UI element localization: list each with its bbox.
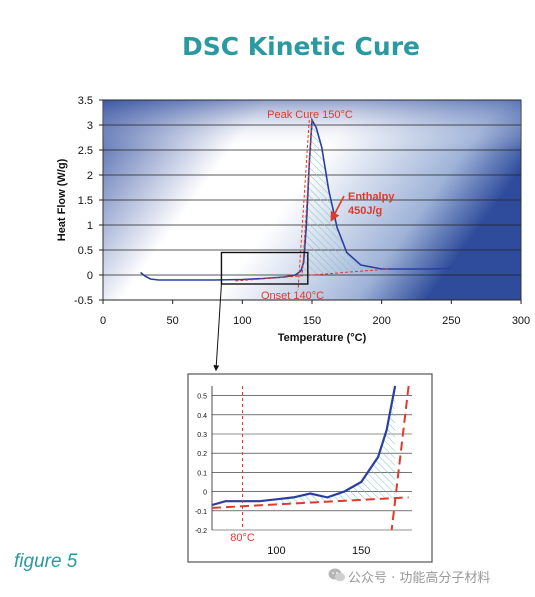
y-tick-label: 1.5 — [78, 195, 93, 207]
x-tick-label: 0 — [100, 315, 106, 327]
peak-drop-line — [301, 119, 313, 276]
y-tick-label: 0.5 — [78, 245, 93, 257]
inset-baseline-line — [211, 496, 409, 509]
y-tick-label: 2 — [87, 170, 93, 182]
x-tick-label: 300 — [512, 315, 530, 327]
enthalpy-label: Enthalpy — [348, 191, 395, 203]
zoom-pointer-arrow — [213, 283, 222, 372]
inset-y-tick-label: 0.4 — [197, 413, 207, 420]
zoom-region-box — [220, 251, 309, 285]
heat-flow-series-line — [140, 117, 452, 281]
inset-x-tick-label: 150 — [352, 545, 370, 557]
baseline-line — [235, 268, 389, 282]
x-tick-label: 50 — [167, 315, 179, 327]
peak-cure-label: Peak Cure 150°C — [267, 109, 353, 121]
inset-y-tick-label: 0.1 — [197, 470, 207, 477]
inset-enthalpy-hatch — [276, 386, 396, 505]
x-tick-label: 200 — [372, 315, 390, 327]
wechat-icon — [328, 568, 345, 582]
onset-label: Onset 140°C — [261, 290, 324, 302]
y-axis-label: Heat Flow (W/g) — [56, 158, 68, 241]
enthalpy-arrow — [330, 195, 345, 222]
y-tick-label: -0.5 — [74, 295, 93, 307]
inset-y-tick-label: 0.5 — [197, 394, 207, 401]
enthalpy-value-label: 450J/g — [348, 205, 382, 217]
main-plot-area: Peak Cure 150°C Enthalpy 450J/g Onset 140°C… — [56, 95, 530, 372]
enthalpy-hatch — [295, 120, 389, 275]
inset-tangent-line — [390, 385, 410, 531]
x-axis-label: Temperature (°C) — [278, 332, 367, 344]
x-tick-label: 150 — [303, 315, 321, 327]
x-tick-label: 250 — [442, 315, 460, 327]
inset-80c-label: 80°C — [230, 532, 255, 544]
x-tick-label: 100 — [233, 315, 251, 327]
y-tick-label: 0 — [87, 270, 93, 282]
inset-y-tick-label: 0.2 — [197, 451, 207, 458]
y-tick-label: 3.5 — [78, 95, 93, 107]
figure-caption: figure 5 — [14, 551, 78, 572]
inset-y-tick-label: 0 — [203, 490, 207, 497]
watermark-text: 公众号 · 功能高分子材料 — [348, 571, 491, 586]
inset-x-tick-label: 100 — [267, 545, 285, 557]
inset-frame — [187, 373, 433, 563]
page-title: DSC Kinetic Cure — [182, 32, 420, 61]
inset-y-tick-label: -0.1 — [195, 509, 207, 516]
inset-y-tick-label: 0.3 — [197, 432, 207, 439]
y-tick-label: 2.5 — [78, 145, 93, 157]
inset-y-tick-label: -0.2 — [195, 528, 207, 535]
y-tick-label: 3 — [87, 120, 93, 132]
y-tick-label: 1 — [87, 220, 93, 232]
onset-tangent-line — [297, 119, 310, 291]
